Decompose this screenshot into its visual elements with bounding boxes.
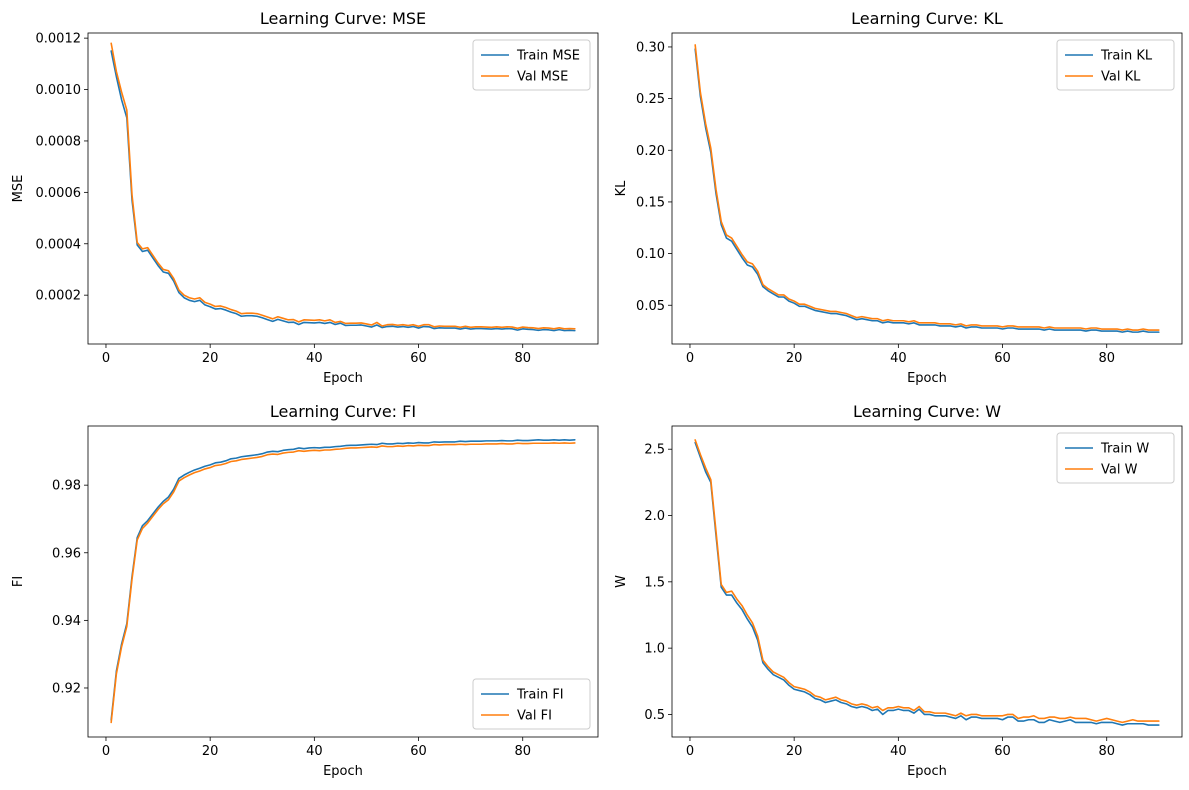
series-line-train-kl <box>694 48 1160 333</box>
x-tick-label: 40 <box>890 744 907 759</box>
y-tick-label: 0.0002 <box>36 289 82 304</box>
chart-title: Learning Curve: MSE <box>260 9 426 28</box>
legend-box <box>1056 39 1175 91</box>
axes-frame <box>87 425 599 738</box>
y-axis-label: W <box>614 575 629 588</box>
y-tick-label: 1.5 <box>644 575 665 590</box>
y-tick-label: 0.0010 <box>36 83 82 98</box>
y-tick-label: 0.30 <box>636 40 665 55</box>
legend: Train KL Val KL <box>1056 39 1175 91</box>
legend-label: Train FI <box>516 688 564 703</box>
x-tick-label: 80 <box>1098 744 1115 759</box>
series-line-train-fi <box>110 439 576 721</box>
y-tick-label: 0.25 <box>636 92 665 107</box>
plot-area <box>694 44 1160 333</box>
y-tick-label: 0.0012 <box>36 32 82 47</box>
y-tick-label: 2.0 <box>644 509 665 524</box>
chart-title: Learning Curve: KL <box>851 9 1003 28</box>
series-line-val-w <box>694 439 1160 724</box>
x-tick-label: 80 <box>514 744 531 759</box>
x-tick-label: 0 <box>102 744 110 759</box>
legend-label: Val W <box>1101 463 1138 478</box>
axes-frame <box>671 425 1183 738</box>
chart-title: Learning Curve: W <box>853 402 1001 421</box>
y-tick-label: 0.05 <box>636 299 665 314</box>
y-tick-label: 0.5 <box>644 708 665 723</box>
series-line-val-fi <box>110 442 576 724</box>
x-tick-label: 20 <box>202 744 219 759</box>
x-tick-label: 40 <box>306 744 323 759</box>
x-tick-label: 40 <box>306 351 323 366</box>
plot-area <box>110 439 576 724</box>
y-tick-label: 0.94 <box>52 614 81 629</box>
axes-frame <box>671 32 1183 345</box>
x-tick-label: 40 <box>890 351 907 366</box>
legend-label: Train W <box>1100 442 1149 457</box>
series-line-val-mse <box>110 42 576 330</box>
legend-label: Train KL <box>1100 49 1153 64</box>
x-tick-label: 20 <box>786 744 803 759</box>
legend-box <box>472 39 591 91</box>
x-tick-label: 0 <box>102 351 110 366</box>
chart-panel-1: Learning Curve: MSE 20 40 60 80 0 0.0002 0.0004… <box>11 9 599 386</box>
legend-box <box>472 678 591 730</box>
y-tick-label: 0.0004 <box>36 237 82 252</box>
y-tick-label: 0.15 <box>636 195 665 210</box>
legend-label: Val FI <box>517 709 552 724</box>
series-line-val-kl <box>694 44 1160 331</box>
y-tick-label: 0.92 <box>52 681 81 696</box>
series-line-train-w <box>694 441 1160 726</box>
x-tick-label: 20 <box>786 351 803 366</box>
plot-area <box>694 439 1160 726</box>
x-tick-label: 0 <box>686 351 694 366</box>
x-tick-label: 60 <box>994 744 1011 759</box>
y-axis-label: KL <box>614 180 629 197</box>
x-tick-label: 80 <box>1098 351 1115 366</box>
y-tick-label: 0.0006 <box>36 186 82 201</box>
x-tick-label: 80 <box>514 351 531 366</box>
legend: Train FI Val FI <box>472 678 591 730</box>
x-tick-label: 60 <box>410 744 427 759</box>
legend-label: Val KL <box>1101 70 1141 85</box>
legend-label: Val MSE <box>517 70 568 85</box>
y-tick-label: 0.0008 <box>36 134 82 149</box>
plot-area <box>110 42 576 332</box>
y-tick-label: 0.20 <box>636 144 665 159</box>
y-tick-label: 2.5 <box>644 443 665 458</box>
x-tick-label: 60 <box>410 351 427 366</box>
y-tick-label: 1.0 <box>644 642 665 657</box>
legend: Train MSE Val MSE <box>472 39 591 91</box>
chart-panel-4: Learning Curve: W 20 40 60 80 0 0.5 1.0 1.5 2.0 2.… <box>614 402 1183 779</box>
chart-panel-3: Learning Curve: FI 20 40 60 80 0 0.92 0.94 0.96 0… <box>11 402 599 779</box>
x-axis-label: Epoch <box>907 371 947 386</box>
chart-panel-2: Learning Curve: KL 20 40 60 80 0 0.05 0.10 0.15 0… <box>614 9 1183 386</box>
x-axis-label: Epoch <box>907 764 947 779</box>
chart-title: Learning Curve: FI <box>270 402 416 421</box>
y-axis-label: FI <box>11 576 26 587</box>
x-tick-label: 0 <box>686 744 694 759</box>
axes-frame <box>87 32 599 345</box>
x-axis-label: Epoch <box>323 371 363 386</box>
legend-box <box>1056 432 1175 484</box>
y-tick-label: 0.98 <box>52 479 81 494</box>
x-tick-label: 60 <box>994 351 1011 366</box>
legend: Train W Val W <box>1056 432 1175 484</box>
y-axis-label: MSE <box>11 175 26 203</box>
y-tick-label: 0.10 <box>636 247 665 262</box>
y-tick-label: 0.96 <box>52 546 81 561</box>
legend-label: Train MSE <box>516 49 580 64</box>
x-axis-label: Epoch <box>323 764 363 779</box>
x-tick-label: 20 <box>202 351 219 366</box>
series-line-train-mse <box>110 50 576 332</box>
